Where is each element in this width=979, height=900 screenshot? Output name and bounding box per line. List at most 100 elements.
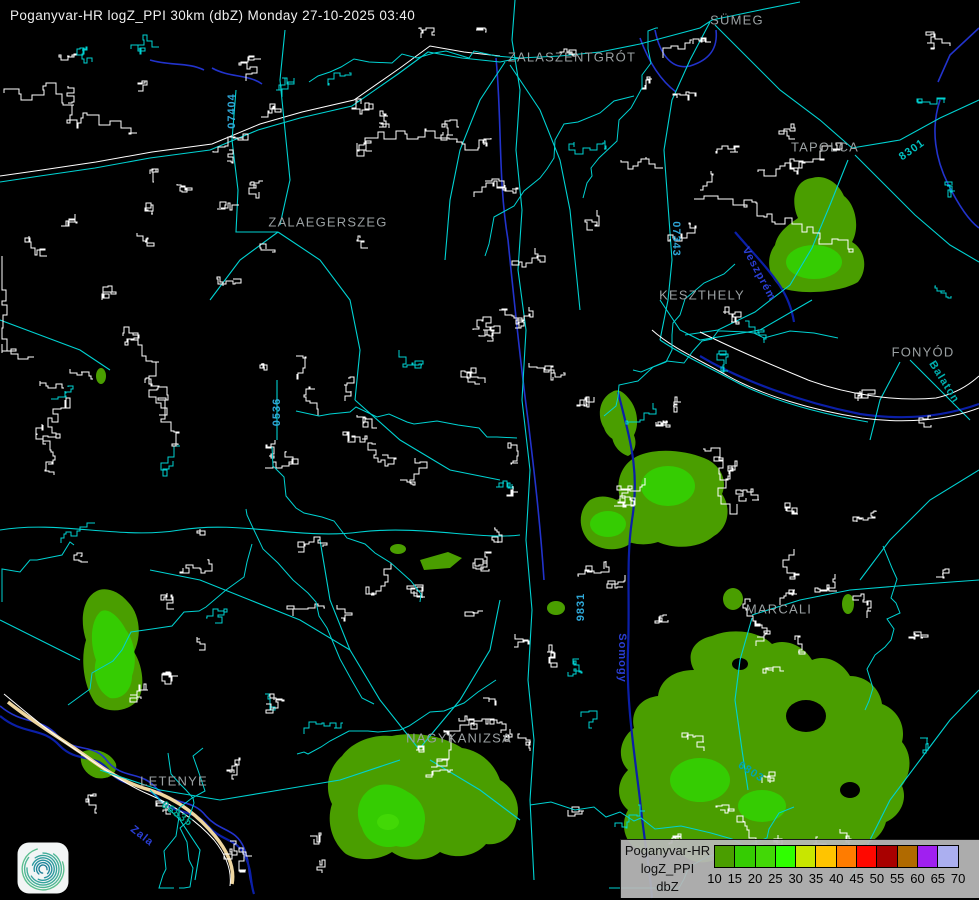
settlement-outline [754, 620, 771, 646]
lake-balaton-edge [699, 355, 979, 419]
settlement-outline [779, 589, 797, 605]
settlement-outline [265, 693, 285, 714]
settlement-outline [476, 27, 487, 33]
shoreline-road [659, 339, 869, 423]
settlement-outline [480, 551, 492, 572]
settlement-outline [206, 608, 228, 624]
road-line [0, 319, 111, 661]
settlement-outline [925, 31, 951, 50]
settlement-outline [129, 683, 148, 703]
road-line [499, 1, 801, 63]
settlement-outline [681, 732, 705, 751]
met-logo [17, 842, 69, 894]
city-label: KESZTHELY [659, 287, 745, 303]
settlement-outline [398, 350, 424, 369]
boundary-chain [42, 397, 71, 475]
settlement-outline [418, 27, 435, 38]
city-label: TAPOLCA [790, 139, 860, 155]
radar-title: Poganyvar-HR logZ_PPI 30km (dbZ) Monday … [10, 8, 416, 23]
settlement-outline [567, 658, 583, 677]
settlement-outline [216, 276, 242, 286]
road-label: 07404 [226, 93, 238, 129]
settlement-outline [58, 53, 77, 61]
settlement-outline [69, 369, 93, 380]
road-label: 9831 [575, 592, 587, 622]
settlement-outline [356, 140, 372, 157]
settlement-outline [655, 420, 671, 428]
road-line [231, 89, 278, 233]
settlement-outline [160, 445, 180, 477]
minor-road [529, 801, 752, 857]
road-line [851, 99, 979, 149]
legend-color-cell [815, 845, 837, 868]
settlement-outline [614, 804, 645, 829]
settlement-outline [514, 634, 530, 648]
settlement-outline [559, 48, 577, 57]
road-line [149, 789, 201, 881]
radar-echo-hole [786, 700, 826, 732]
river-line [149, 59, 263, 85]
settlement-outline [517, 733, 531, 751]
legend-color-cell [876, 845, 898, 868]
legend-color-cell [734, 845, 756, 868]
settlement-outline [344, 376, 355, 401]
settlement-outline [654, 614, 669, 624]
minor-road [158, 747, 206, 889]
settlement-outline [854, 389, 876, 401]
river-line [639, 37, 677, 93]
settlement-outline [176, 184, 193, 193]
settlement-outline [66, 86, 75, 104]
settlement-outline [351, 98, 374, 115]
swirl-arc [33, 859, 53, 879]
legend-color-cell [856, 845, 878, 868]
settlement-outline [259, 243, 276, 253]
settlement-outline [577, 561, 610, 577]
settlement-outline [473, 178, 507, 197]
settlement-outline [944, 181, 955, 198]
settlement-outline [576, 396, 595, 408]
settlement-outline [130, 34, 159, 55]
radar-echo [377, 814, 399, 830]
river-line [495, 57, 545, 581]
road-line [276, 380, 501, 481]
boundary-chain [362, 128, 492, 151]
river-somogy [616, 391, 654, 899]
settlement-outline [735, 488, 759, 502]
settlement-outline [778, 123, 796, 140]
shoreline-white [651, 329, 979, 422]
road-label: 0536 [271, 397, 283, 427]
settlement-outline [584, 210, 600, 231]
road-line [684, 159, 849, 336]
settlement-outline [179, 559, 213, 574]
settlement-outline [464, 610, 483, 617]
settlement-outline [39, 381, 64, 389]
settlement-outline [568, 140, 607, 155]
settlement-outline [51, 385, 74, 400]
legend-tick: 60 [910, 871, 925, 886]
river-line [937, 27, 979, 83]
road-line [0, 51, 501, 183]
road-line [209, 29, 361, 401]
settlement-outline [265, 440, 276, 459]
swirl-arc [35, 861, 51, 877]
river-line [654, 29, 718, 68]
swirl-arc [38, 864, 48, 874]
settlement-outline [137, 80, 148, 92]
legend-radar-name: Poganyvar-HR [624, 843, 711, 858]
settlement-outline [580, 710, 598, 729]
roads [0, 0, 979, 881]
settlement-outline [144, 377, 168, 416]
settlement-outline [259, 363, 268, 371]
settlement-outline [276, 77, 295, 97]
swirl-arc [28, 854, 58, 884]
settlement-outline [316, 859, 326, 873]
settlement-outline [440, 119, 459, 141]
boundary-chain [703, 447, 738, 515]
settlement-outline [296, 355, 307, 380]
legend-ticks: 10 15 20 25 30 35 40 45 50 55 60 65 70 [707, 871, 979, 889]
boundary-chain [694, 195, 854, 253]
settlement-outline [920, 737, 929, 754]
settlement-outline [916, 97, 946, 105]
minor-road [296, 679, 497, 755]
minor-road [245, 508, 375, 705]
